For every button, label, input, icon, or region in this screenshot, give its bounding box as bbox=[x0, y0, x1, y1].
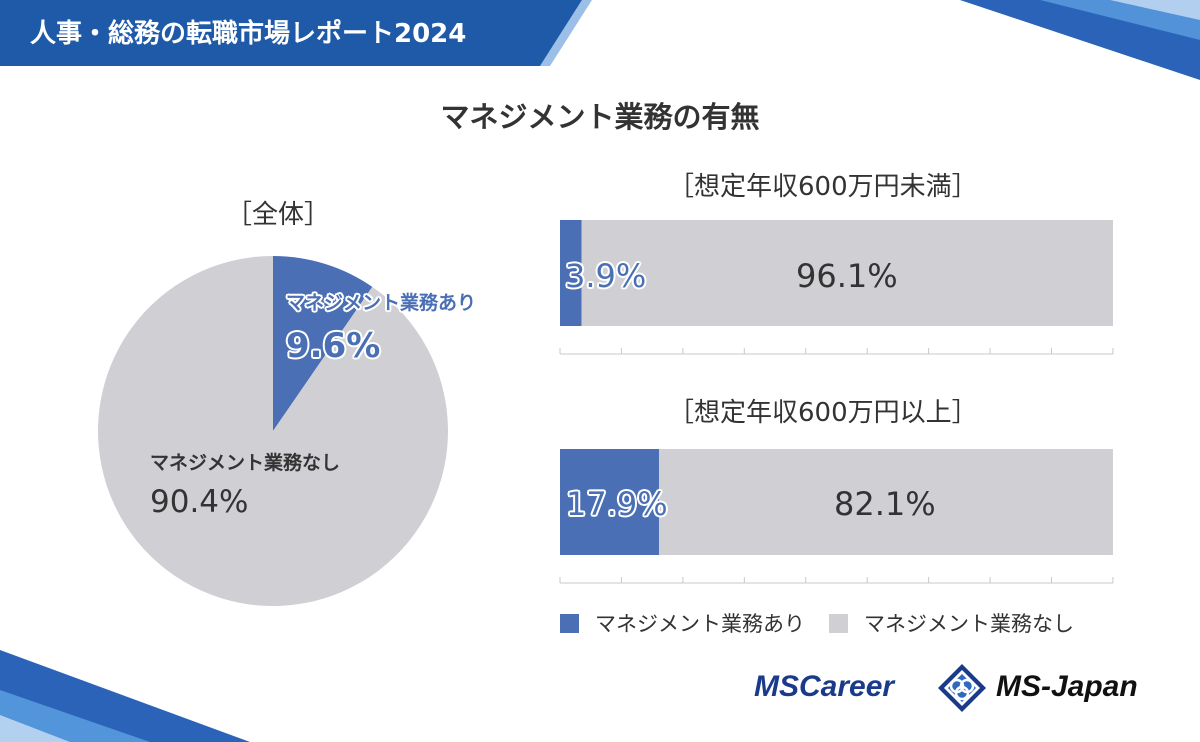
pie-slice-without bbox=[98, 256, 449, 606]
pie-chart bbox=[98, 256, 449, 606]
bar-over-without-value: 82.1% bbox=[834, 485, 936, 523]
msjapan-emblem-icon bbox=[938, 664, 986, 712]
bar-over-with-value: 17.9% bbox=[566, 485, 668, 523]
bar-under-with-value: 3.9% bbox=[565, 257, 647, 295]
bar-over-label: ［想定年収600万円以上］ bbox=[668, 398, 978, 428]
chart-main-title: マネジメント業務の有無 bbox=[440, 100, 760, 134]
bar-over-without bbox=[658, 449, 1113, 555]
logo-area: MSCareer MS-Japan bbox=[750, 660, 1170, 720]
pie-with-label: マネジメント業務あり bbox=[286, 292, 477, 314]
pie-without-value: 90.4% bbox=[150, 484, 249, 520]
msjapan-logo: MS-Japan bbox=[996, 670, 1138, 703]
bar-over-with bbox=[560, 449, 659, 555]
chart-legend: マネジメント業務あり マネジメント業務なし bbox=[560, 608, 1098, 638]
legend-swatch-with bbox=[560, 613, 579, 633]
legend-swatch-without bbox=[829, 613, 848, 633]
bar-under-without-value: 96.1% bbox=[796, 257, 898, 295]
bar-under-label: ［想定年収600万円未満］ bbox=[668, 172, 978, 202]
pie-without-label: マネジメント業務なし bbox=[150, 452, 341, 474]
pie-with-value: 9.6% bbox=[286, 326, 381, 366]
bar-under-with bbox=[560, 220, 582, 326]
pie-section-label: ［全体］ bbox=[226, 200, 331, 230]
legend-item-with: マネジメント業務あり bbox=[560, 608, 805, 638]
report-title: 人事・総務の転職市場レポート2024 bbox=[30, 19, 467, 49]
bar-under-without bbox=[581, 220, 1113, 326]
legend-label-without: マネジメント業務なし bbox=[864, 612, 1074, 636]
legend-label-with: マネジメント業務あり bbox=[595, 612, 805, 636]
legend-item-without: マネジメント業務なし bbox=[829, 608, 1074, 638]
mscareer-logo: MSCareer bbox=[754, 670, 895, 703]
pie-slice-with bbox=[273, 256, 373, 431]
